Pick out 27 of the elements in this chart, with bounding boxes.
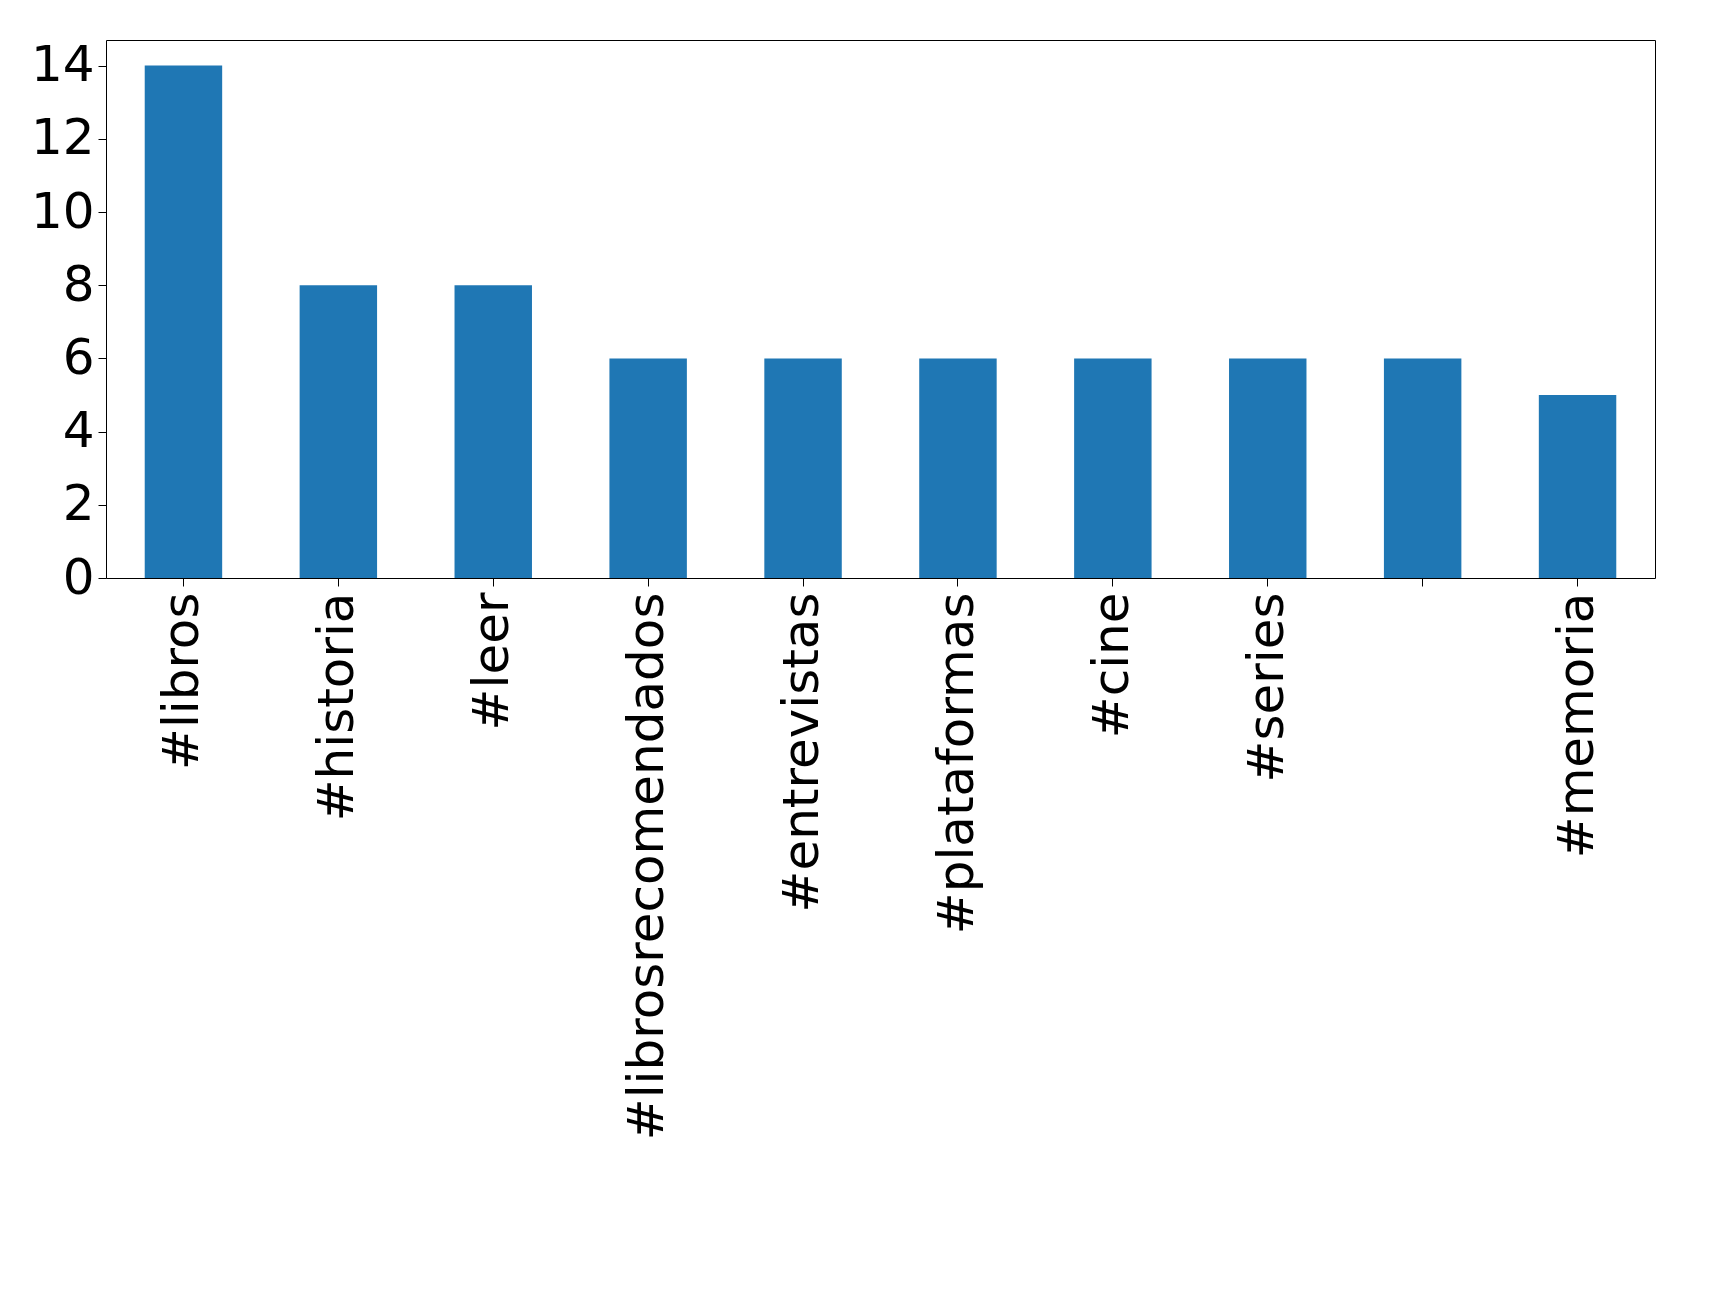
y-tick-label: 0: [62, 547, 95, 606]
x-tick-label: #entrevistas: [772, 592, 831, 913]
x-tick-label: #cine: [1081, 592, 1140, 739]
bar: [299, 285, 378, 578]
bar: [1074, 358, 1152, 578]
bar: [919, 358, 997, 578]
bar: [1229, 358, 1307, 578]
y-tick-label: 14: [30, 35, 95, 94]
x-tick-label: #plataformas: [926, 592, 985, 935]
y-tick-label: 6: [62, 327, 95, 386]
x-tick-label: #librosrecomendados: [617, 592, 676, 1141]
x-tick-label: #memoria: [1546, 592, 1605, 859]
x-tick-label: #leer: [462, 592, 521, 731]
y-tick-label: 12: [30, 108, 95, 167]
x-tick-label: #series: [1236, 592, 1295, 783]
x-tick-label: #libros: [152, 592, 211, 771]
bar: [609, 358, 687, 578]
y-tick-label: 4: [62, 401, 95, 460]
x-tick-label: #historia: [307, 592, 366, 822]
y-tick-label: 8: [62, 254, 95, 313]
bar: [764, 358, 842, 578]
bar: [1538, 395, 1617, 578]
bar: [454, 285, 532, 578]
bar: [1383, 358, 1462, 578]
bar: [144, 65, 223, 578]
y-tick-label: 10: [30, 181, 95, 240]
y-tick-label: 2: [62, 474, 95, 533]
